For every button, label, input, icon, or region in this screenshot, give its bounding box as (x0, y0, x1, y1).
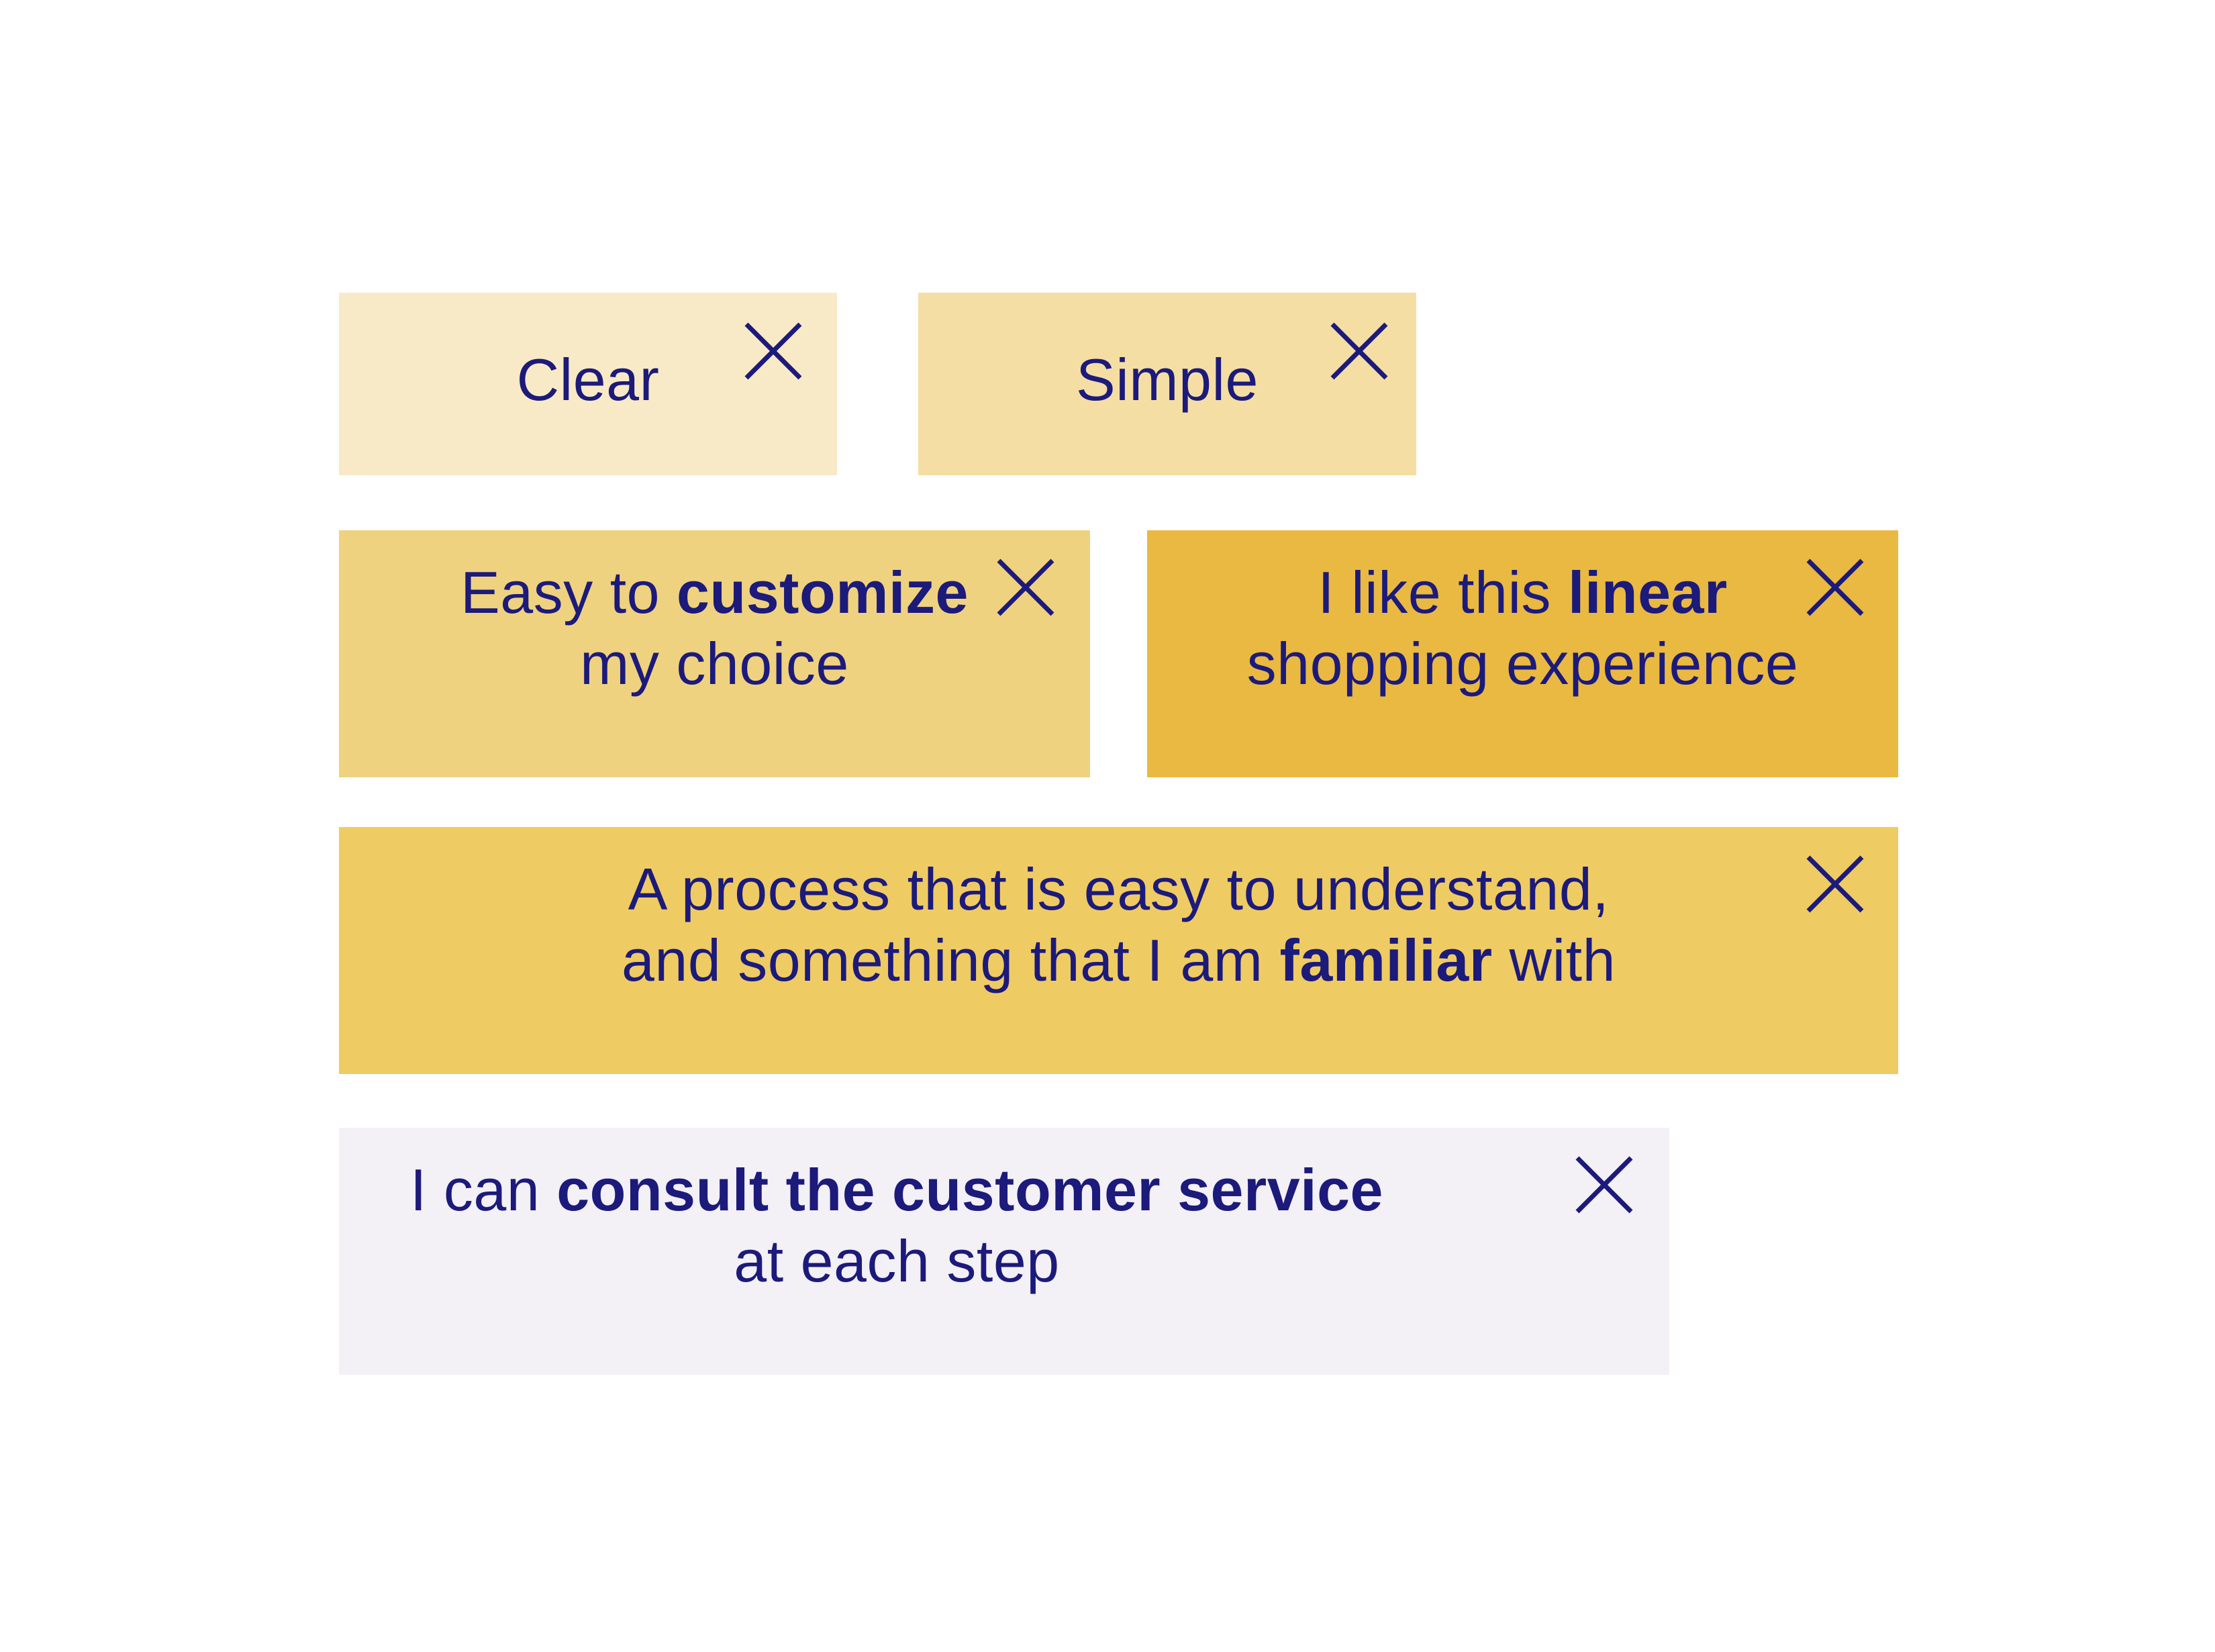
tag-familiar-label: A process that is easy to understand, an… (622, 854, 1616, 996)
close-icon[interactable] (743, 321, 803, 381)
close-icon[interactable] (1574, 1155, 1634, 1215)
close-icon[interactable] (1805, 557, 1865, 618)
tag-customize-emphasis: customize (677, 559, 969, 626)
tag-consult-line-1: I can consult the customer service (410, 1155, 1383, 1226)
tag-linear-emphasis: linear (1568, 559, 1728, 626)
tag-customize[interactable]: Easy to customize my choice (339, 530, 1090, 777)
tag-familiar-line-1: A process that is easy to understand, (628, 856, 1610, 922)
tag-familiar-line-2-post: with (1492, 927, 1616, 993)
tag-familiar-line-2: and something that I am familiar with (622, 925, 1616, 996)
tag-consult-emphasis: consult the customer service (556, 1157, 1383, 1223)
tag-familiar-emphasis: familiar (1279, 927, 1493, 993)
tag-simple[interactable]: Simple (918, 293, 1416, 475)
tag-familiar-line-2-pre: and something that I am (621, 927, 1280, 993)
close-icon[interactable] (995, 557, 1056, 618)
tag-consult[interactable]: I can consult the customer service at ea… (339, 1128, 1669, 1375)
tag-customize-line-2: my choice (580, 630, 849, 697)
close-icon[interactable] (1329, 321, 1389, 381)
tag-linear-label: I like this linear shopping experience (1247, 557, 1799, 699)
tag-consult-line-1-text: I can (409, 1157, 557, 1223)
tag-consult-label: I can consult the customer service at ea… (410, 1155, 1383, 1297)
tag-linear[interactable]: I like this linear shopping experience (1147, 530, 1898, 777)
tag-clear-label: Clear (517, 344, 660, 416)
tag-consult-line-2: at each step (734, 1228, 1060, 1294)
tag-customize-line-1-text: Easy to (460, 559, 677, 626)
tag-customize-line-1: Easy to customize (460, 557, 969, 628)
tag-clear-text: Clear (516, 346, 660, 413)
tag-clear[interactable]: Clear (339, 293, 837, 475)
tag-linear-line-2: shopping experience (1246, 630, 1799, 697)
tag-linear-line-1: I like this linear (1247, 557, 1799, 628)
tag-customize-label: Easy to customize my choice (460, 557, 969, 699)
tag-simple-text: Simple (1076, 346, 1259, 413)
close-icon[interactable] (1805, 854, 1865, 914)
tag-familiar[interactable]: A process that is easy to understand, an… (339, 827, 1898, 1074)
tag-simple-label: Simple (1076, 344, 1259, 416)
tag-linear-line-1-text: I like this (1318, 559, 1568, 626)
